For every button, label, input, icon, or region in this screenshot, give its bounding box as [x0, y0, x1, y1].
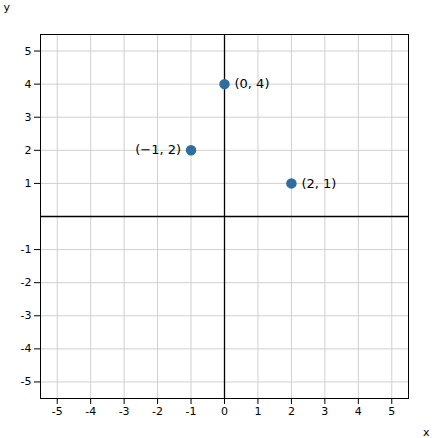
svg-text:-5: -5	[52, 405, 63, 418]
svg-text:y: y	[4, 1, 11, 14]
svg-text:1: 1	[25, 177, 32, 190]
svg-text:1: 1	[254, 405, 261, 418]
svg-text:-1: -1	[186, 405, 197, 418]
svg-text:3: 3	[321, 405, 328, 418]
svg-text:(−1, 2): (−1, 2)	[135, 142, 181, 157]
svg-text:-3: -3	[21, 309, 32, 322]
svg-text:-5: -5	[21, 375, 32, 388]
svg-text:4: 4	[355, 405, 362, 418]
svg-text:5: 5	[388, 405, 395, 418]
svg-text:5: 5	[25, 45, 32, 58]
svg-text:2: 2	[25, 144, 32, 157]
svg-text:4: 4	[25, 78, 32, 91]
svg-text:-2: -2	[152, 405, 163, 418]
svg-text:x: x	[423, 426, 430, 438]
svg-text:-3: -3	[119, 405, 130, 418]
svg-text:-4: -4	[21, 342, 32, 355]
svg-text:-1: -1	[21, 243, 32, 256]
svg-text:-4: -4	[85, 405, 96, 418]
svg-text:0: 0	[221, 405, 228, 418]
svg-text:(0, 4): (0, 4)	[235, 76, 270, 91]
svg-text:2: 2	[288, 405, 295, 418]
svg-text:(2, 1): (2, 1)	[301, 176, 336, 191]
svg-text:-2: -2	[21, 276, 32, 289]
svg-text:3: 3	[25, 111, 32, 124]
